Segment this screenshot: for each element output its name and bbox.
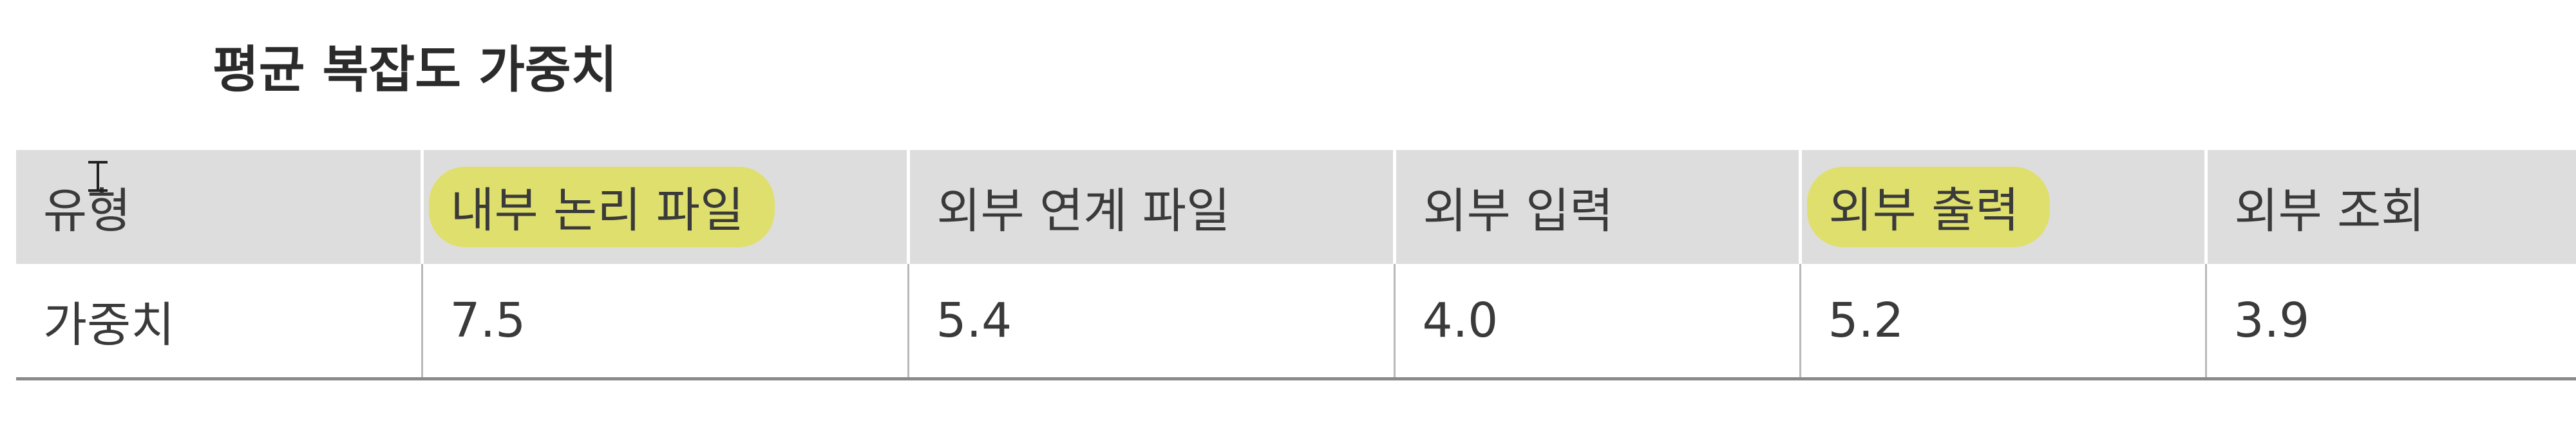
table-cell: 4.0 [1393, 264, 1800, 380]
header-cell-external-output: 외부 출력 [1798, 150, 2206, 264]
header-cell-type: 유형 [16, 150, 422, 264]
header-cell-external-inquiry: 외부 조회 [2204, 150, 2576, 264]
header-cell-external-input: 외부 입력 [1392, 150, 1800, 264]
table-row: 가중치 7.5 5.4 4.0 5.2 3.9 [16, 264, 2576, 380]
highlighted-label: 외부 출력 [1806, 167, 2050, 247]
page-title: 평균 복잡도 가중치 [213, 41, 618, 99]
table-cell: 5.2 [1799, 264, 2206, 380]
table-cell: 7.5 [421, 264, 908, 380]
table-header-row: 유형 내부 논리 파일 외부 연계 파일 외부 입력 외부 출력 외부 조회 [16, 150, 2576, 264]
weight-table: 유형 내부 논리 파일 외부 연계 파일 외부 입력 외부 출력 외부 조회 가… [16, 150, 2576, 380]
table-cell: 3.9 [2204, 264, 2576, 380]
highlighted-label: 내부 논리 파일 [428, 167, 775, 247]
table-cell: 5.4 [907, 264, 1394, 380]
text-cursor-icon [86, 161, 110, 192]
row-label-weight: 가중치 [16, 264, 422, 380]
header-cell-external-interface-file: 외부 연계 파일 [906, 150, 1394, 264]
header-cell-internal-logical-file: 내부 논리 파일 [420, 150, 908, 264]
